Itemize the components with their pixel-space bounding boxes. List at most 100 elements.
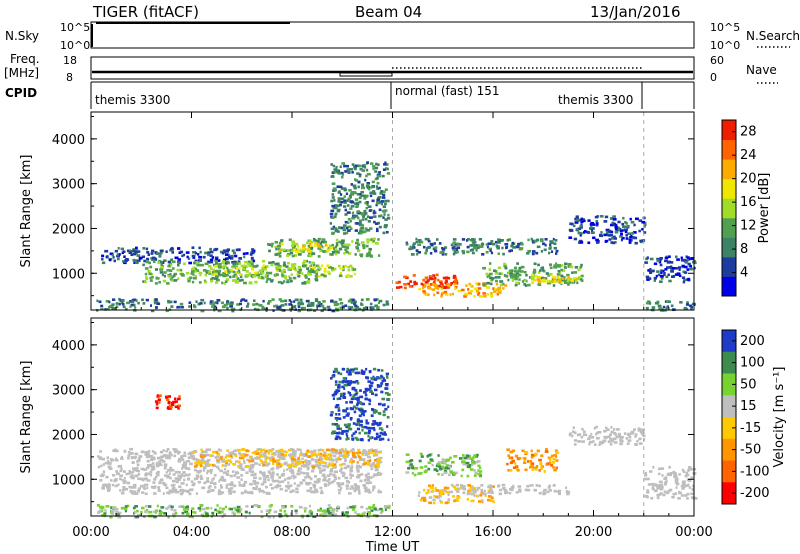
range-cell bbox=[323, 240, 327, 244]
range-cell bbox=[212, 450, 216, 454]
range-cell bbox=[151, 450, 154, 453]
range-cell bbox=[544, 243, 547, 247]
range-cell bbox=[338, 248, 342, 251]
range-cell bbox=[368, 459, 372, 463]
range-cell bbox=[351, 451, 355, 455]
range-cell bbox=[659, 280, 663, 283]
range-cell bbox=[462, 462, 466, 466]
range-cell bbox=[361, 458, 364, 461]
range-cell bbox=[227, 253, 230, 257]
range-cell bbox=[130, 491, 134, 495]
range-cell bbox=[339, 165, 342, 168]
range-cell bbox=[460, 288, 465, 292]
range-cell bbox=[289, 455, 294, 458]
range-cell bbox=[354, 407, 359, 410]
range-cell bbox=[294, 475, 297, 479]
range-cell bbox=[331, 243, 334, 247]
range-cell bbox=[211, 273, 214, 276]
range-cell bbox=[120, 457, 124, 460]
range-cell bbox=[245, 274, 250, 277]
range-cell bbox=[349, 487, 352, 490]
range-cell bbox=[344, 448, 347, 451]
range-cell bbox=[241, 484, 246, 487]
range-cell bbox=[359, 389, 362, 392]
range-cell bbox=[506, 462, 509, 466]
range-cell bbox=[144, 477, 148, 480]
range-cell bbox=[275, 262, 280, 266]
range-cell bbox=[648, 277, 652, 280]
range-cell bbox=[552, 275, 556, 279]
range-cell bbox=[258, 303, 261, 307]
range-cell bbox=[129, 300, 132, 303]
range-cell bbox=[617, 220, 621, 224]
range-cell bbox=[350, 192, 354, 195]
range-cell bbox=[683, 306, 687, 310]
range-cell bbox=[291, 453, 296, 456]
range-cell bbox=[296, 462, 301, 465]
range-cell bbox=[334, 437, 339, 441]
range-cell bbox=[297, 469, 301, 473]
range-cell bbox=[229, 474, 233, 478]
range-cell bbox=[117, 465, 121, 468]
range-cell bbox=[260, 489, 264, 493]
range-cell bbox=[677, 497, 680, 500]
range-cell bbox=[575, 215, 579, 218]
range-cell bbox=[342, 409, 346, 412]
range-cell bbox=[641, 239, 645, 242]
range-cell bbox=[271, 467, 275, 470]
range-cell bbox=[590, 226, 593, 229]
colorbar-swatch bbox=[722, 178, 736, 199]
range-cell bbox=[650, 483, 653, 486]
range-cell bbox=[168, 472, 171, 475]
range-cell bbox=[345, 192, 349, 196]
range-cell bbox=[334, 417, 339, 420]
range-cell bbox=[216, 452, 221, 456]
range-cell bbox=[144, 267, 149, 270]
range-cell bbox=[267, 277, 271, 281]
range-cell bbox=[229, 275, 232, 279]
range-cell bbox=[332, 463, 337, 466]
range-cell bbox=[378, 208, 382, 212]
range-cell bbox=[292, 244, 296, 248]
range-cell bbox=[276, 473, 279, 476]
range-cell bbox=[110, 506, 113, 509]
range-cell bbox=[480, 484, 484, 487]
range-cell bbox=[353, 302, 356, 306]
range-cell bbox=[101, 254, 105, 258]
range-cell bbox=[679, 301, 683, 304]
range-cell bbox=[547, 486, 551, 489]
range-cell bbox=[275, 268, 279, 271]
range-cell bbox=[115, 478, 118, 482]
range-cell bbox=[331, 182, 336, 185]
range-cell bbox=[153, 478, 157, 481]
range-cell bbox=[278, 298, 282, 301]
range-cell bbox=[659, 257, 663, 260]
range-cell bbox=[130, 303, 135, 307]
range-cell bbox=[185, 271, 190, 275]
range-cell bbox=[337, 383, 341, 387]
range-cell bbox=[330, 468, 333, 471]
range-cell bbox=[645, 477, 650, 481]
range-cell bbox=[137, 513, 141, 517]
range-cell bbox=[344, 243, 347, 246]
range-cell bbox=[155, 252, 159, 255]
range-cell bbox=[343, 387, 346, 390]
range-cell bbox=[376, 187, 379, 190]
range-cell bbox=[97, 465, 101, 469]
range-cell bbox=[258, 490, 261, 493]
range-cell bbox=[342, 392, 346, 396]
range-cell bbox=[292, 476, 295, 480]
range-cell bbox=[196, 458, 199, 461]
range-cell bbox=[509, 461, 514, 464]
range-cell bbox=[282, 268, 286, 272]
range-cell bbox=[354, 198, 359, 201]
range-cell bbox=[226, 248, 230, 251]
range-cell bbox=[306, 267, 309, 270]
range-cell bbox=[219, 469, 224, 473]
range-cell bbox=[603, 429, 607, 433]
range-cell bbox=[659, 263, 663, 267]
range-cell bbox=[288, 453, 292, 457]
range-cell bbox=[133, 510, 137, 514]
range-cell bbox=[288, 448, 291, 452]
range-cell bbox=[206, 469, 211, 473]
